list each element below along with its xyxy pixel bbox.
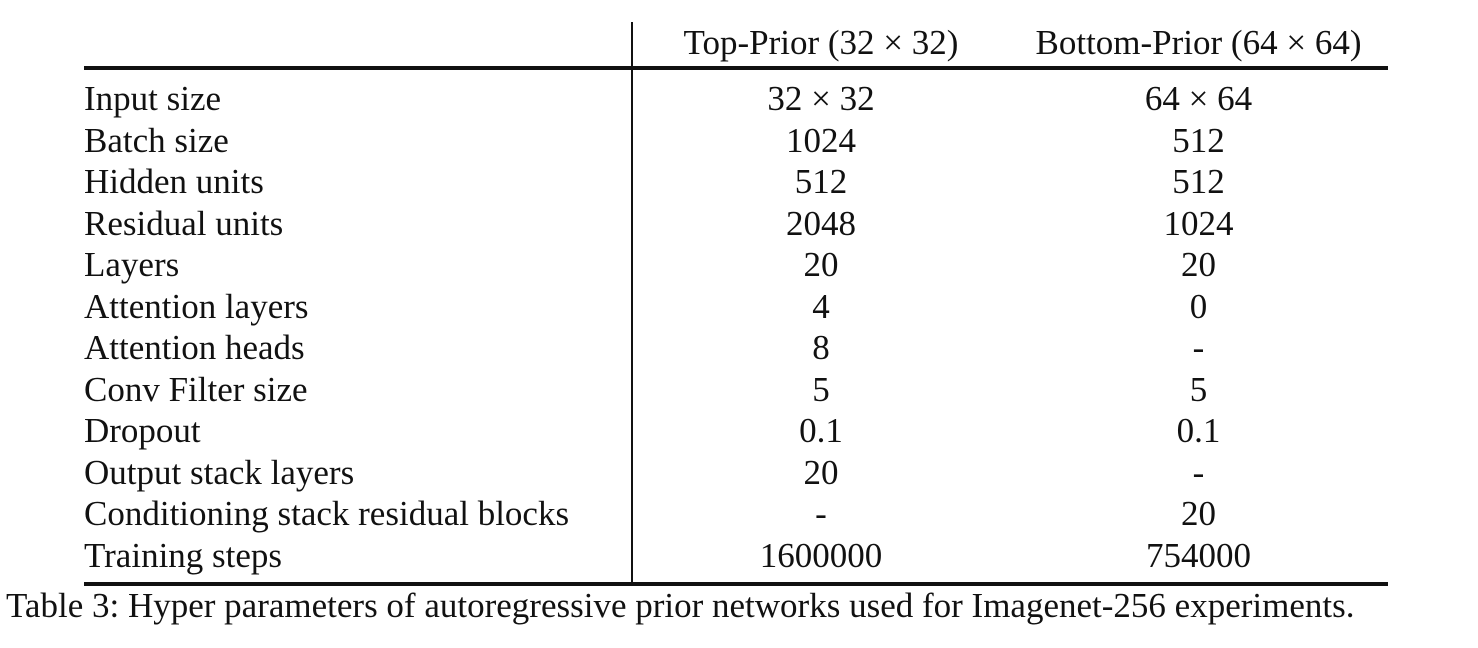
row-label: Conditioning stack residual blocks <box>84 493 633 535</box>
table-row: Batch size 1024 512 <box>84 119 1388 161</box>
top-prior-value: 512 <box>794 162 848 201</box>
row-label: Batch size <box>84 119 633 161</box>
table-row: Attention heads 8 - <box>84 327 1388 369</box>
bottom-prior-value: 20 <box>1181 494 1216 533</box>
row-label: Conv Filter size <box>84 368 633 410</box>
top-prior-value: 5 <box>812 369 830 409</box>
row-label: Residual units <box>84 202 633 244</box>
table-row: Residual units 2048 1024 <box>84 202 1388 244</box>
top-prior-value: 2048 <box>786 203 856 243</box>
top-prior-value: 20 <box>803 245 839 284</box>
table-caption: Table 3: Hyper parameters of autoregress… <box>6 586 1355 625</box>
header-bottom-prior: Bottom-Prior (64 × 64) <box>1035 23 1362 62</box>
header-stub <box>84 22 633 68</box>
table-row: Attention layers 4 0 <box>84 285 1388 327</box>
bottom-prior-value: 0.1 <box>1176 411 1221 450</box>
bottom-prior-value: 512 <box>1172 162 1225 201</box>
top-prior-value: 1600000 <box>759 535 883 575</box>
table-row: Hidden units 512 512 <box>84 161 1388 203</box>
top-prior-value: 32 × 32 <box>767 79 875 118</box>
top-prior-value: 1024 <box>786 120 856 160</box>
top-prior-value: - <box>815 494 827 533</box>
row-label: Attention heads <box>84 327 633 369</box>
top-prior-value: 4 <box>812 286 830 326</box>
bottom-prior-value: 64 × 64 <box>1144 79 1253 118</box>
table-row: Conv Filter size 5 5 <box>84 368 1388 410</box>
bottom-prior-value: 512 <box>1172 120 1225 160</box>
hyperparameter-table: Top-Prior (32 × 32) Bottom-Prior (64 × 6… <box>84 22 1388 582</box>
bottom-prior-value: 20 <box>1181 245 1216 284</box>
top-prior-value: 0.1 <box>799 411 843 450</box>
table-row: Input size 32 × 32 64 × 64 <box>84 68 1388 120</box>
bottom-prior-value: - <box>1192 328 1205 367</box>
row-label: Hidden units <box>84 161 633 203</box>
bottom-prior-value: 0 <box>1189 286 1208 326</box>
row-label: Layers <box>84 244 633 286</box>
table-bottom-rule <box>84 582 1388 586</box>
table-row: Dropout 0.1 0.1 <box>84 410 1388 452</box>
header-top-prior: Top-Prior (32 × 32) <box>683 23 959 62</box>
bottom-prior-value: - <box>1192 452 1205 492</box>
header-row: Top-Prior (32 × 32) Bottom-Prior (64 × 6… <box>84 22 1388 68</box>
table-row: Layers 20 20 <box>84 244 1388 286</box>
table-header: Top-Prior (32 × 32) Bottom-Prior (64 × 6… <box>84 22 1388 68</box>
row-label: Training steps <box>84 534 633 582</box>
row-label: Attention layers <box>84 285 633 327</box>
row-label: Input size <box>84 68 633 120</box>
bottom-prior-value: 754000 <box>1146 535 1251 575</box>
row-label: Dropout <box>84 410 633 452</box>
row-label: Output stack layers <box>84 451 633 493</box>
table-row: Conditioning stack residual blocks - 20 <box>84 493 1388 535</box>
bottom-prior-value: 5 <box>1189 369 1208 409</box>
table-row: Training steps 1600000 754000 <box>84 534 1388 582</box>
table-body: Input size 32 × 32 64 × 64 Batch size 1024 51… <box>84 68 1388 582</box>
hyperparameter-table-container: Top-Prior (32 × 32) Bottom-Prior (64 × 6… <box>84 22 1388 586</box>
table-row: Output stack layers 20 - <box>84 451 1388 493</box>
top-prior-value: 8 <box>812 328 830 367</box>
top-prior-value: 20 <box>803 452 839 492</box>
bottom-prior-value: 1024 <box>1163 203 1234 243</box>
